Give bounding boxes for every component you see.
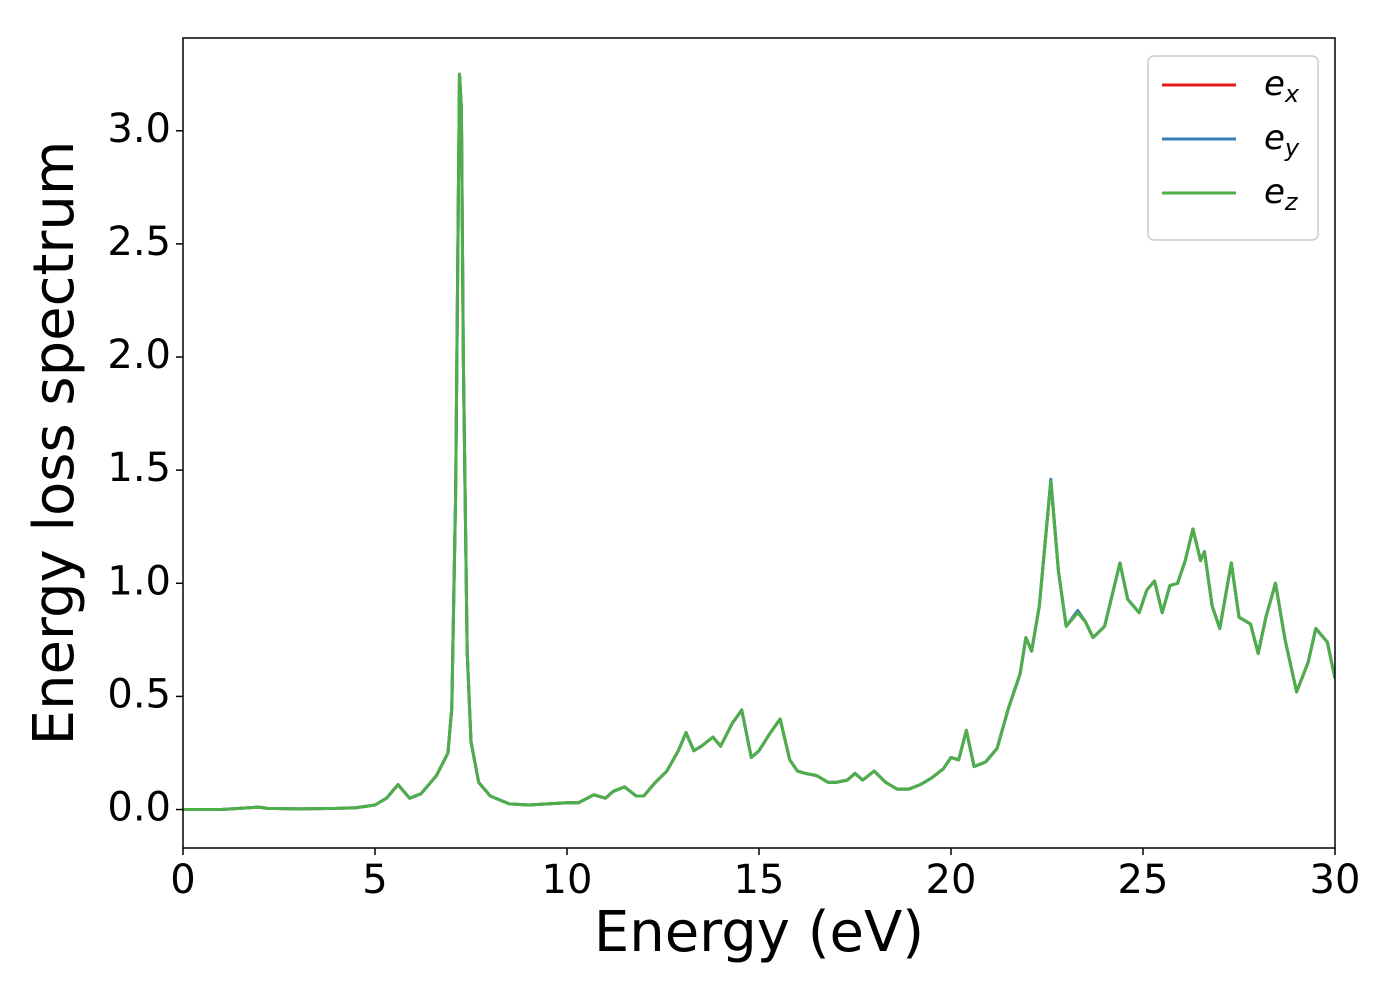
series-line <box>183 72 1335 812</box>
y-tick-label: 1.5 <box>107 445 171 491</box>
x-tick-label: 0 <box>170 857 195 903</box>
legend-label: ey <box>1264 118 1300 163</box>
legend-label: ex <box>1264 64 1300 109</box>
y-tick-label: 2.5 <box>107 219 171 265</box>
y-tick-label: 3.0 <box>107 106 171 152</box>
y-tick-label: 1.0 <box>107 558 171 604</box>
x-tick-label: 30 <box>1310 857 1361 903</box>
y-axis-label: Energy loss spectrum <box>22 141 87 746</box>
x-tick-label: 20 <box>926 857 977 903</box>
plot-lines <box>183 72 1335 812</box>
x-tick-label: 25 <box>1118 857 1169 903</box>
x-tick-label: 10 <box>542 857 593 903</box>
y-tick-label: 2.0 <box>107 332 171 378</box>
x-axis-label: Energy (eV) <box>594 900 924 965</box>
x-tick-label: 5 <box>362 857 387 903</box>
legend-label: ez <box>1264 172 1299 217</box>
y-tick-label: 0.0 <box>107 785 171 831</box>
y-tick-label: 0.5 <box>107 671 171 717</box>
x-tick-label: 15 <box>734 857 785 903</box>
